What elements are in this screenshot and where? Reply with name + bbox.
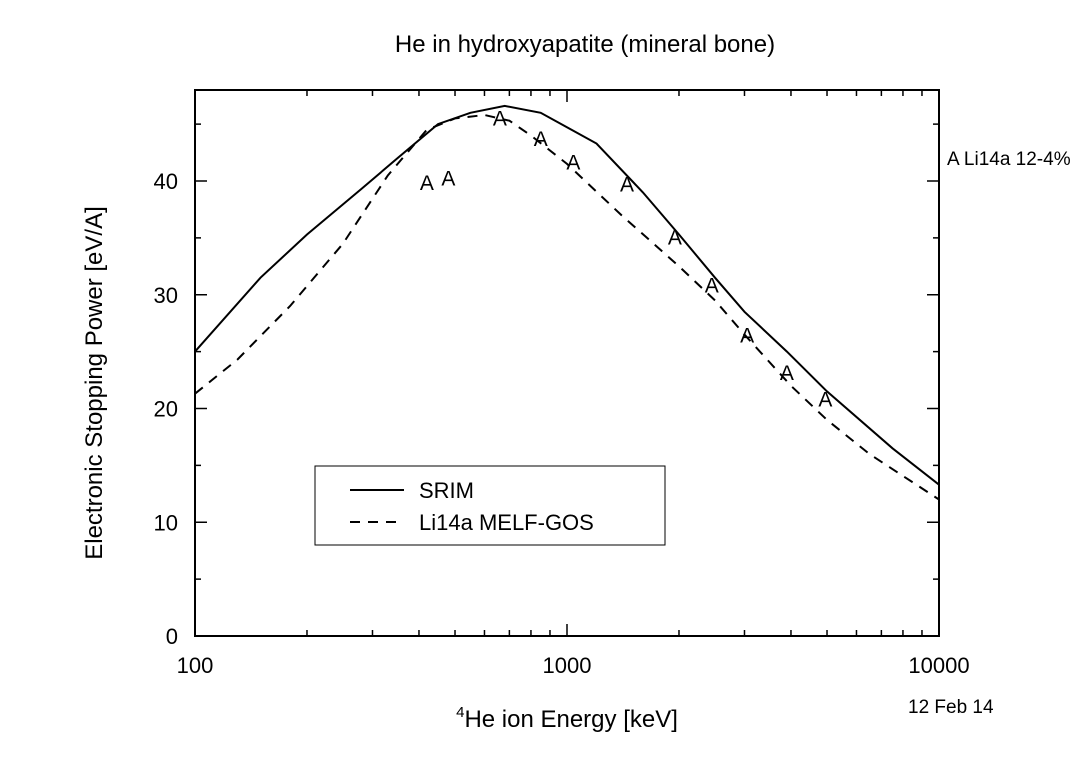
legend-box xyxy=(314,465,666,546)
major-ticks xyxy=(194,90,940,637)
data-marker-a: A xyxy=(668,227,682,250)
series-layer xyxy=(194,104,940,501)
data-marker-a: A xyxy=(566,152,580,175)
data-marker-a: A xyxy=(534,128,548,151)
y-tick-label: 30 xyxy=(154,283,178,308)
data-marker-a: A xyxy=(705,275,719,298)
marker-legend-label: A Li14a 12-4% xyxy=(947,149,1071,170)
x-tick-labels: 100 1000 10000 xyxy=(177,653,970,678)
data-marker-a: A xyxy=(780,362,794,385)
series-line-srim xyxy=(194,104,940,486)
x-tick-label: 1000 xyxy=(543,653,592,678)
x-tick-label: 10000 xyxy=(908,653,969,678)
data-marker-a: A xyxy=(818,388,832,411)
y-tick-label: 20 xyxy=(154,397,178,422)
x-axis-label-text: He ion Energy [keV] xyxy=(464,706,677,733)
chart-title: He in hydroxyapatite (mineral bone) xyxy=(395,31,775,58)
legend-label-melf-gos: Li14a MELF-GOS xyxy=(419,510,594,535)
y-tick-label: 0 xyxy=(166,624,178,649)
y-axis-label: Electronic Stopping Power [eV/A] xyxy=(81,206,108,560)
x-axis-label: 4He ion Energy [keV] xyxy=(456,704,678,733)
legend: SRIM Li14a MELF-GOS xyxy=(314,465,666,546)
y-tick-label: 10 xyxy=(154,510,178,535)
legend-label-srim: SRIM xyxy=(419,478,474,503)
date-label: 12 Feb 14 xyxy=(908,697,994,718)
data-marker-a: A xyxy=(620,173,634,196)
data-marker-a: A xyxy=(740,325,754,348)
data-marker-a: A xyxy=(420,172,434,195)
minor-ticks xyxy=(195,90,939,636)
y-tick-labels: 0 10 20 30 40 xyxy=(154,169,178,649)
data-marker-a: A xyxy=(493,107,507,130)
data-marker-a: A xyxy=(441,168,455,191)
y-tick-label: 40 xyxy=(154,169,178,194)
x-tick-label: 100 xyxy=(177,653,214,678)
x-axis-label-superscript: 4 xyxy=(456,704,464,721)
